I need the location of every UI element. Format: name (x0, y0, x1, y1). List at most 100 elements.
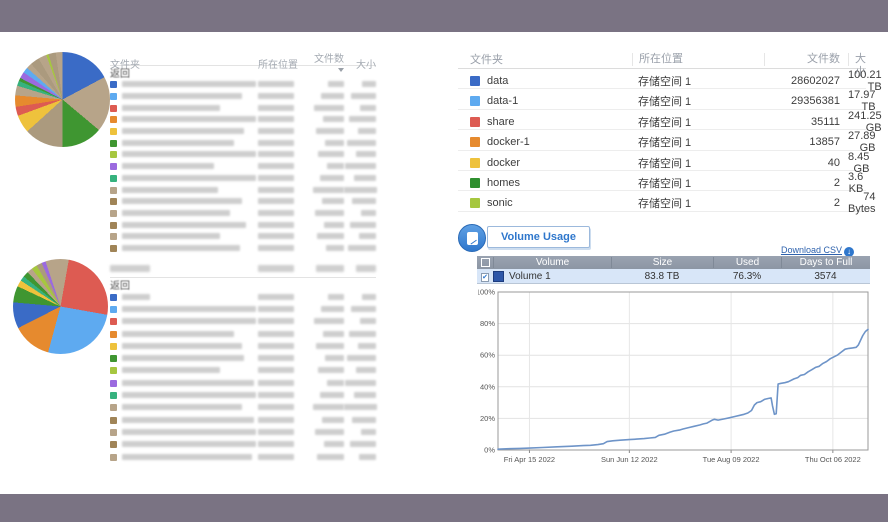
folder-color-swatch (470, 198, 480, 209)
blurred-text (318, 367, 344, 374)
list-item[interactable] (110, 414, 376, 426)
list-item[interactable] (110, 114, 376, 126)
blurred-size (344, 79, 376, 90)
list-item[interactable] (110, 196, 376, 208)
list-item[interactable] (110, 137, 376, 149)
folder-color-swatch (470, 76, 480, 86)
select-all-checkbox[interactable] (477, 258, 493, 267)
header-size[interactable]: 大小 (848, 52, 874, 78)
blurred-text (258, 174, 294, 181)
list-item[interactable] (110, 439, 376, 451)
table-row[interactable]: data 存储空间 1 28602027 100.21 TB (458, 69, 882, 93)
blurred-size (344, 196, 376, 207)
blurred-location (258, 173, 308, 184)
header-used[interactable]: Used (713, 257, 781, 268)
table-row[interactable]: data-1 存储空间 1 29356381 17.97 TB (458, 89, 876, 113)
download-csv-link[interactable]: Download CSV (780, 245, 842, 255)
folder-name: data-1 (487, 95, 519, 108)
header-size[interactable]: 大小 (356, 59, 376, 71)
blurred-folder-name (122, 378, 258, 389)
blurred-text (356, 367, 376, 374)
blurred-size (344, 161, 376, 172)
blurred-location (258, 353, 308, 364)
blurred-size (344, 243, 376, 254)
list-item[interactable] (110, 352, 376, 364)
header-file-count[interactable]: 文件数 (308, 50, 344, 76)
blurred-text (314, 104, 344, 111)
svg-text:60%: 60% (480, 351, 495, 360)
header-file-count[interactable]: 文件数 (764, 52, 848, 66)
volume-checkbox[interactable]: ✔ (477, 271, 493, 282)
volume-table-header: Volume Size Used Days to Full (477, 256, 870, 269)
header-location[interactable]: 所在位置 (258, 59, 298, 71)
list-item[interactable] (110, 102, 376, 114)
folder-location: 存储空间 1 (638, 116, 692, 129)
blurred-text (258, 116, 294, 123)
back-link[interactable]: 返回 (110, 281, 130, 292)
list-item[interactable] (110, 402, 377, 414)
table-row[interactable]: docker 存储空间 1 40 8.45 GB (458, 151, 869, 175)
list-item[interactable] (110, 126, 376, 138)
list-item[interactable] (110, 389, 376, 401)
blurred-text (258, 233, 294, 240)
list-item[interactable] (110, 426, 376, 438)
header-volume-size[interactable]: Size (611, 257, 713, 268)
blurred-size (344, 173, 376, 184)
blurred-text (358, 342, 376, 349)
blurred-size (344, 353, 376, 364)
blurred-text (122, 198, 242, 205)
list-item[interactable] (110, 173, 376, 185)
list-item[interactable] (110, 208, 376, 220)
table-row[interactable]: sonic 存储空间 1 2 74 Bytes (458, 191, 876, 215)
list-item[interactable] (110, 365, 376, 377)
folder-size: 17.97 TB (848, 89, 876, 114)
list-item[interactable] (110, 328, 376, 340)
svg-text:40%: 40% (480, 382, 495, 391)
folder-list-top: 文件夹 所在位置 文件数 大小 返回 (110, 50, 377, 255)
download-csv-icon[interactable]: ↓ (844, 247, 854, 257)
blurred-text (258, 379, 294, 386)
table-row[interactable]: docker-1 存储空间 1 13857 27.89 GB (458, 130, 876, 154)
list-item[interactable] (110, 184, 377, 196)
blurred-text (325, 355, 344, 362)
table-row[interactable]: share 存储空间 1 35111 241.25 GB (458, 110, 882, 134)
list-item[interactable] (110, 79, 376, 91)
table-row[interactable]: homes 存储空间 1 2 3.6 KB (458, 171, 866, 195)
blurred-size (344, 378, 376, 389)
folder-list-header: 文件夹 所在位置 文件数 大小 (110, 50, 376, 72)
list-item[interactable] (110, 91, 376, 103)
list-item[interactable] (110, 161, 376, 173)
folder-size: 74 Bytes (848, 191, 876, 216)
blurred-text (360, 104, 376, 111)
list-item[interactable] (110, 149, 376, 161)
header-days-to-full[interactable]: Days to Full (781, 257, 870, 268)
blurred-folder-name (122, 208, 258, 219)
blurred-file-count (308, 138, 344, 149)
folder-color-swatch (110, 342, 117, 350)
list-item[interactable] (110, 451, 376, 463)
volume-row[interactable]: ✔ Volume 1 83.8 TB 76.3% 3574 (477, 269, 870, 284)
header-volume[interactable]: Volume (493, 257, 611, 268)
list-item[interactable] (110, 303, 376, 315)
blurred-text (315, 428, 344, 435)
blurred-text (324, 221, 344, 228)
list-item[interactable] (110, 291, 376, 303)
list-item[interactable] (110, 231, 376, 243)
list-item[interactable] (110, 340, 376, 352)
header-location[interactable]: 所在位置 (632, 52, 764, 66)
header-folder[interactable]: 文件夹 (110, 59, 140, 71)
blurred-location (258, 196, 308, 207)
blurred-size (344, 452, 376, 463)
back-link[interactable]: 返回 (110, 69, 130, 80)
list-item[interactable] (110, 316, 376, 328)
list-item[interactable] (110, 377, 376, 389)
blurred-file-count (308, 231, 344, 242)
blurred-location (258, 304, 308, 315)
blurred-location (258, 427, 308, 438)
blurred-file-count (308, 161, 344, 172)
list-item[interactable] (110, 243, 376, 255)
blurred-size (344, 365, 376, 376)
list-item[interactable] (110, 219, 376, 231)
volume-days-to-full: 3574 (814, 270, 837, 282)
header-folder[interactable]: 文件夹 (470, 54, 503, 66)
